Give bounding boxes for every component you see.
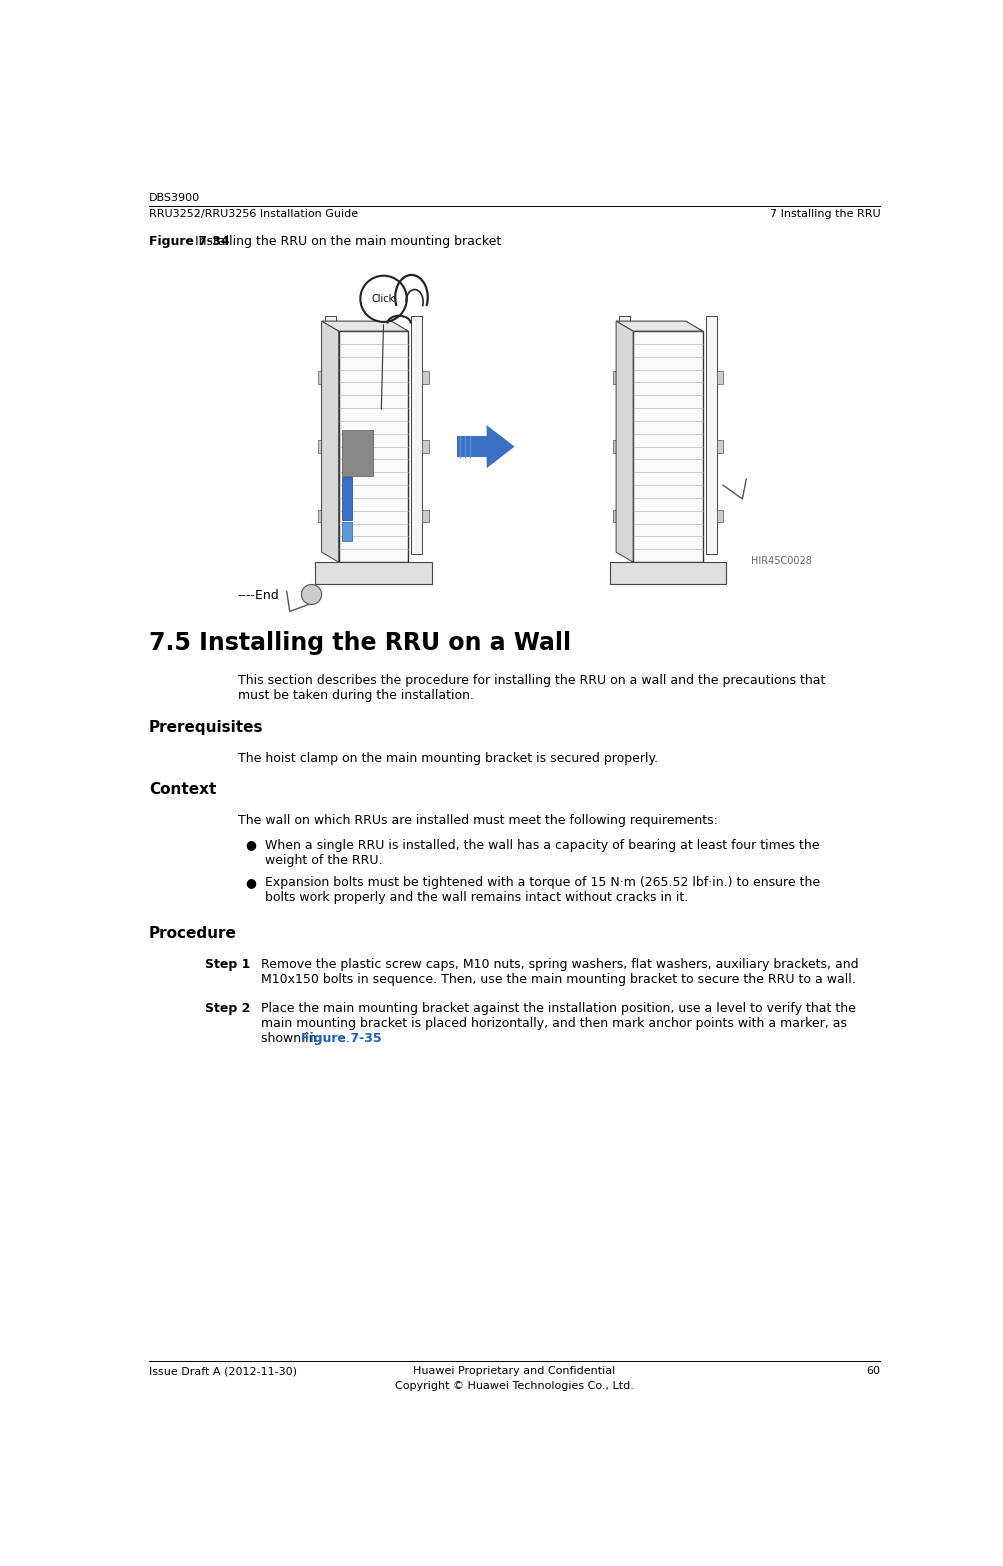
Text: Place the main mounting bracket against the installation position, use a level t: Place the main mounting bracket against …	[261, 1002, 856, 1015]
Bar	[619, 316, 630, 554]
Bar	[341, 521, 351, 540]
Bar	[422, 511, 428, 521]
Bar	[609, 562, 725, 584]
Polygon shape	[616, 321, 702, 330]
Text: Figure 7-35: Figure 7-35	[301, 1032, 382, 1045]
Bar	[613, 371, 619, 384]
Text: RRU3252/RRU3256 Installation Guide: RRU3252/RRU3256 Installation Guide	[148, 210, 357, 219]
Bar	[716, 371, 722, 384]
Text: M10x150 bolts in sequence. Then, use the main mounting bracket to secure the RRU: M10x150 bolts in sequence. Then, use the…	[261, 972, 855, 987]
Bar	[613, 511, 619, 521]
Bar	[324, 316, 335, 554]
Text: Step 1: Step 1	[205, 958, 250, 971]
Text: ----End: ----End	[238, 589, 280, 601]
Polygon shape	[321, 321, 338, 562]
Text: bolts work properly and the wall remains intact without cracks in it.: bolts work properly and the wall remains…	[265, 891, 688, 904]
Bar	[422, 371, 428, 384]
Text: 60: 60	[866, 1366, 880, 1377]
Text: shown in: shown in	[261, 1032, 320, 1045]
Text: 7.5 Installing the RRU on a Wall: 7.5 Installing the RRU on a Wall	[148, 631, 571, 656]
Text: Context: Context	[148, 781, 216, 797]
Text: HIR45C0028: HIR45C0028	[750, 556, 810, 565]
Bar	[411, 316, 422, 554]
Bar	[315, 562, 431, 584]
Text: ●: ●	[246, 838, 256, 852]
Text: Huawei Proprietary and Confidential: Huawei Proprietary and Confidential	[413, 1366, 615, 1377]
Bar	[633, 330, 702, 562]
Text: When a single RRU is installed, the wall has a capacity of bearing at least four: When a single RRU is installed, the wall…	[265, 838, 818, 852]
Bar	[341, 429, 372, 476]
Text: Click: Click	[371, 294, 395, 304]
Bar	[716, 440, 722, 453]
Bar	[716, 511, 722, 521]
Text: Expansion bolts must be tightened with a torque of 15 N·m (265.52 lbf·in.) to en: Expansion bolts must be tightened with a…	[265, 877, 819, 889]
Bar	[456, 435, 486, 457]
Text: main mounting bracket is placed horizontally, and then mark anchor points with a: main mounting bracket is placed horizont…	[261, 1016, 847, 1030]
Text: The hoist clamp on the main mounting bracket is secured properly.: The hoist clamp on the main mounting bra…	[238, 752, 657, 766]
Bar	[318, 511, 324, 521]
Text: Procedure: Procedure	[148, 926, 237, 941]
Bar	[341, 478, 351, 520]
Bar	[422, 440, 428, 453]
Polygon shape	[616, 321, 633, 562]
Text: This section describes the procedure for installing the RRU on a wall and the pr: This section describes the procedure for…	[238, 673, 824, 687]
Text: Step 2: Step 2	[205, 1002, 250, 1015]
Bar	[613, 440, 619, 453]
Text: 7 Installing the RRU: 7 Installing the RRU	[769, 210, 880, 219]
Text: Installing the RRU on the main mounting bracket: Installing the RRU on the main mounting …	[191, 235, 500, 247]
Text: .: .	[345, 1032, 349, 1045]
Bar	[705, 316, 716, 554]
Text: Prerequisites: Prerequisites	[148, 720, 263, 734]
Text: Remove the plastic screw caps, M10 nuts, spring washers, flat washers, auxiliary: Remove the plastic screw caps, M10 nuts,…	[261, 958, 858, 971]
Polygon shape	[321, 321, 408, 330]
Circle shape	[301, 584, 321, 604]
Circle shape	[360, 276, 406, 323]
Text: weight of the RRU.: weight of the RRU.	[265, 853, 382, 866]
Bar	[318, 371, 324, 384]
Polygon shape	[486, 424, 515, 468]
Text: must be taken during the installation.: must be taken during the installation.	[238, 689, 473, 702]
Bar	[318, 440, 324, 453]
Bar	[338, 330, 408, 562]
Text: Copyright © Huawei Technologies Co., Ltd.: Copyright © Huawei Technologies Co., Ltd…	[395, 1381, 633, 1391]
Text: ●: ●	[246, 877, 256, 889]
Text: The wall on which RRUs are installed must meet the following requirements:: The wall on which RRUs are installed mus…	[238, 814, 717, 827]
Text: DBS3900: DBS3900	[148, 193, 200, 204]
Text: Figure 7-34: Figure 7-34	[148, 235, 229, 247]
Text: Issue Draft A (2012-11-30): Issue Draft A (2012-11-30)	[148, 1366, 297, 1377]
